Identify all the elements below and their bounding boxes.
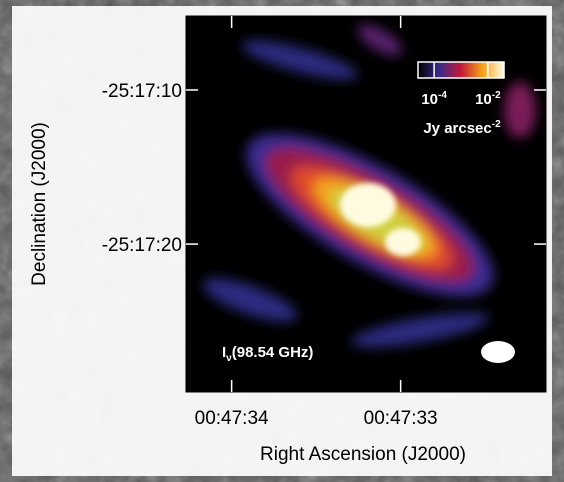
tick-base: 10 — [475, 91, 492, 108]
x-tick-label: 00:47:34 — [195, 408, 269, 429]
tick-exponent: -4 — [438, 90, 447, 101]
colorbar — [417, 61, 505, 79]
x-axis-label: Right Ascension (J2000) — [260, 444, 466, 465]
plot-frame — [185, 15, 547, 393]
emission — [357, 24, 403, 56]
x-tick-label: 00:47:33 — [364, 408, 438, 429]
colorbar-unit: Jy arcsec-2 — [423, 119, 501, 137]
annotation-text: (98.54 GHz) — [232, 344, 314, 361]
emission — [385, 228, 421, 256]
unit-text: Jy arcsec — [423, 120, 491, 137]
emission — [351, 313, 489, 347]
tick-base: 10 — [421, 91, 438, 108]
emission — [241, 40, 359, 80]
annotation: Iν(98.54 GHz) — [222, 344, 313, 364]
y-axis-label: Declination (J2000) — [29, 122, 50, 286]
emission — [340, 183, 396, 227]
annotation-subscript: ν — [226, 353, 232, 364]
colorbar-tick-label: 10-2 — [475, 90, 501, 108]
y-tick-label: -25:17:10 — [102, 81, 182, 102]
tick-exponent: -2 — [492, 90, 501, 101]
colorbar-tick-label: 10-4 — [421, 90, 447, 108]
unit-exponent: -2 — [492, 119, 501, 130]
emission — [202, 278, 298, 322]
y-tick-label: -25:17:20 — [102, 235, 182, 256]
beam — [481, 341, 515, 363]
annotation-symbol: I — [222, 344, 226, 361]
emission — [504, 82, 536, 138]
